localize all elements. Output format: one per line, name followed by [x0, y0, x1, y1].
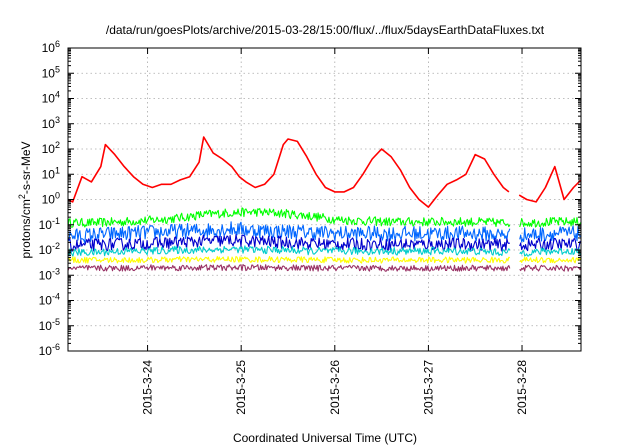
y-axis-label-base: protons/cm — [19, 199, 33, 258]
x-tick-label: 2015-3-28 — [515, 360, 529, 415]
y-tick-label: 10-4 — [39, 292, 60, 308]
series-line-6 — [67, 264, 511, 272]
x-tick-label: 2015-3-26 — [328, 360, 342, 415]
y-tick-label: 106 — [42, 39, 60, 55]
series-line-6 — [519, 264, 582, 272]
y-axis-ticks: 10-6 10-5 10-4 10-3 10-2 10-1 100 101 102 103 104 1… — [39, 39, 581, 358]
y-tick-label: 101 — [42, 165, 60, 181]
series-line-4 — [519, 247, 582, 257]
series-line-4 — [67, 245, 511, 257]
y-tick-label: 105 — [42, 64, 60, 80]
y-tick-label: 10-3 — [39, 266, 60, 282]
y-tick-label: 102 — [42, 140, 60, 156]
x-axis-ticks: 2015-3-24 2015-3-25 2015-3-26 2015-3-27 2015… — [141, 48, 529, 415]
series-layer — [67, 136, 582, 272]
y-tick-label: 100 — [42, 191, 60, 207]
series-line-5 — [67, 255, 511, 264]
chart-title: /data/run/goesPlots/archive/2015-03-28/1… — [106, 23, 545, 37]
y-tick-label: 10-6 — [39, 342, 60, 358]
y-axis-label-sup: 2 — [17, 194, 27, 199]
x-tick-label: 2015-3-25 — [234, 360, 248, 415]
series-line-2 — [519, 225, 582, 243]
y-axis-label-rest: -s-sr-MeV — [19, 141, 33, 194]
y-tick-label: 103 — [42, 115, 60, 131]
series-line-1 — [67, 207, 511, 228]
x-tick-label: 2015-3-24 — [141, 360, 155, 415]
series-line-2 — [67, 221, 511, 244]
x-axis-label: Coordinated Universal Time (UTC) — [233, 431, 417, 445]
x-tick-label: 2015-3-27 — [421, 360, 435, 415]
y-tick-label: 10-1 — [39, 216, 60, 232]
y-axis-label: protons/cm2-s-sr-MeV — [17, 141, 33, 258]
y-tick-label: 10-2 — [39, 241, 60, 257]
series-line-5 — [519, 256, 582, 264]
series-line-1 — [519, 216, 582, 228]
series-line-3 — [519, 237, 582, 252]
y-tick-label: 104 — [42, 90, 60, 106]
series-line-0 — [67, 136, 510, 208]
y-tick-label: 10-5 — [39, 317, 60, 333]
grid — [68, 48, 581, 351]
series-line-0 — [518, 165, 582, 203]
